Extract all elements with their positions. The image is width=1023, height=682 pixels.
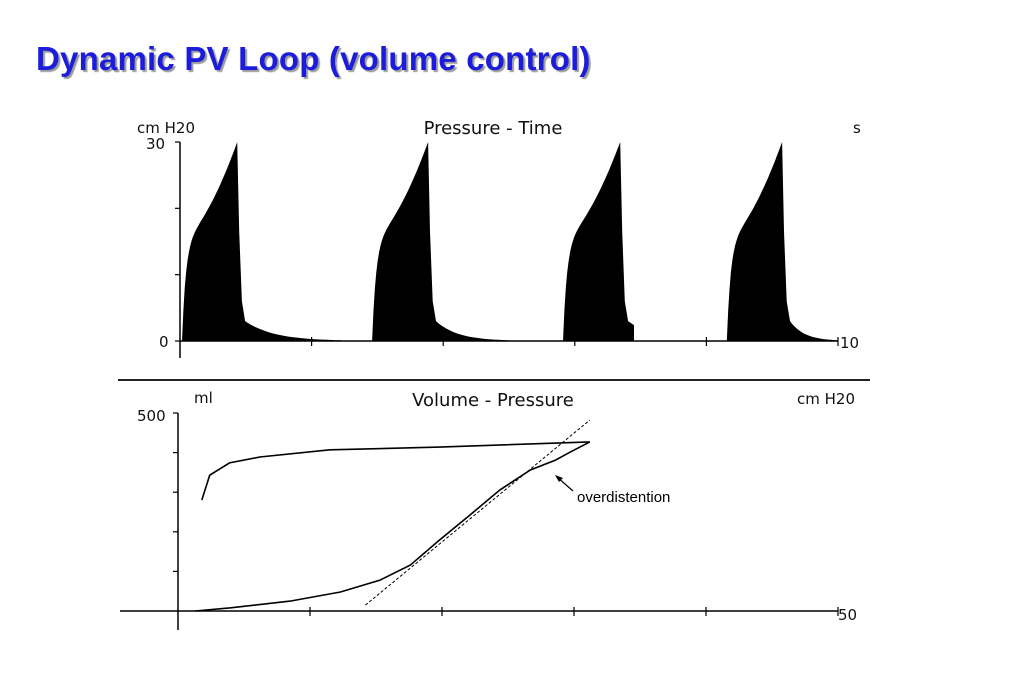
- pt-y-min-label: 0: [159, 333, 169, 351]
- vp-title: Volume - Pressure: [412, 390, 574, 411]
- pt-x-max-label: 10: [840, 334, 859, 352]
- inspiration-line: [195, 441, 591, 612]
- vp-y-unit: ml: [194, 389, 213, 407]
- pressure-waveform: [181, 142, 838, 341]
- slide-title: Dynamic PV Loop (volume control): [36, 40, 591, 77]
- pt-title: Pressure - Time: [424, 118, 563, 139]
- pt-x-unit: s: [853, 119, 861, 137]
- annotation-arrow-head: [555, 475, 563, 482]
- compliance-line-line: [365, 419, 591, 606]
- vp-y-max-label: 500: [137, 407, 166, 425]
- overdistention-annotation: overdistention: [577, 489, 670, 506]
- pt-y-max-label: 30: [146, 135, 165, 153]
- volume-pressure-chart: ml 500 Volume - Pressure cm H20 50 overd…: [120, 389, 857, 630]
- expiration-line: [201, 441, 590, 501]
- pt-y-unit: cm H20: [137, 119, 195, 137]
- pressure-time-chart: cm H20 30 0 Pressure - Time s 10: [137, 118, 861, 358]
- vp-x-unit: cm H20: [797, 390, 855, 408]
- vp-x-max-label: 50: [838, 606, 857, 624]
